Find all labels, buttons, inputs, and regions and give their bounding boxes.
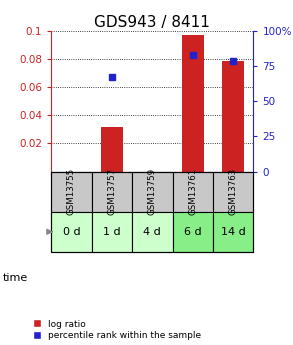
Text: 14 d: 14 d — [221, 227, 246, 237]
Text: GSM13761: GSM13761 — [188, 168, 197, 215]
Bar — [132, 171, 173, 212]
Bar — [92, 212, 132, 252]
Bar — [182, 35, 204, 171]
Bar — [222, 61, 244, 171]
Text: GSM13757: GSM13757 — [108, 168, 116, 215]
Bar — [213, 171, 253, 212]
Bar — [173, 212, 213, 252]
Text: 0 d: 0 d — [63, 227, 80, 237]
Text: time: time — [3, 273, 28, 283]
Text: GSM13755: GSM13755 — [67, 168, 76, 215]
Legend: log ratio, percentile rank within the sample: log ratio, percentile rank within the sa… — [34, 320, 201, 341]
Text: 6 d: 6 d — [184, 227, 202, 237]
Bar — [173, 171, 213, 212]
Text: GSM13763: GSM13763 — [229, 168, 238, 215]
Text: 1 d: 1 d — [103, 227, 121, 237]
Bar — [51, 212, 92, 252]
Text: 4 d: 4 d — [144, 227, 161, 237]
Title: GDS943 / 8411: GDS943 / 8411 — [94, 15, 210, 30]
Bar — [132, 212, 173, 252]
Bar — [101, 127, 123, 171]
Bar — [213, 212, 253, 252]
Text: GSM13759: GSM13759 — [148, 168, 157, 215]
Bar — [51, 171, 92, 212]
Bar — [92, 171, 132, 212]
